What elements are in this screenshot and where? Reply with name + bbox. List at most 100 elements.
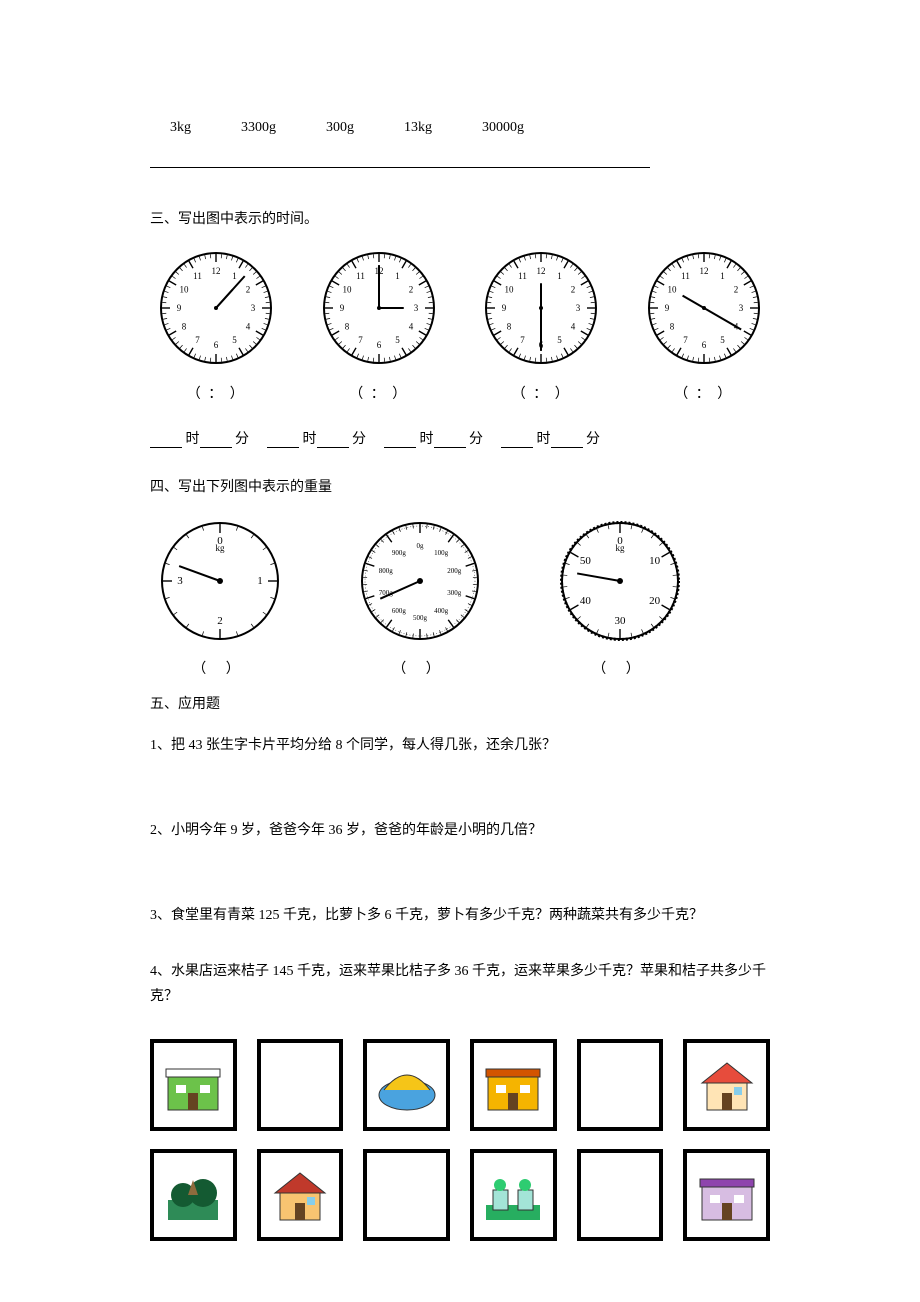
- svg-text:9: 9: [340, 303, 345, 313]
- svg-text:9: 9: [177, 303, 182, 313]
- svg-text:7: 7: [358, 335, 363, 345]
- building-box: [577, 1149, 664, 1241]
- svg-text:11: 11: [356, 271, 365, 281]
- svg-text:8: 8: [182, 322, 187, 332]
- svg-text:3: 3: [414, 303, 419, 313]
- time-blank-han: 时 分: [150, 428, 249, 448]
- svg-text:400g: 400g: [434, 607, 449, 615]
- svg-text:9: 9: [502, 303, 507, 313]
- section5-title: 五、应用题: [150, 693, 770, 713]
- building-box: [470, 1149, 557, 1241]
- section4-title: 四、写出下列图中表示的重量: [150, 476, 770, 496]
- weight-item: 13kg: [404, 120, 432, 136]
- scale-blank: （ ）: [592, 658, 648, 678]
- time-blank-han: 时 分: [267, 428, 366, 448]
- svg-text:6: 6: [377, 340, 382, 350]
- svg-text:7: 7: [196, 335, 201, 345]
- svg-text:10: 10: [342, 285, 352, 295]
- clock-icon: 123456789101112: [481, 248, 601, 368]
- buildings-row-1: [150, 1039, 770, 1131]
- section3-title: 三、写出图中表示的时间。: [150, 208, 770, 228]
- svg-text:4: 4: [571, 322, 576, 332]
- svg-text:2: 2: [246, 285, 251, 295]
- question: 4、水果店运来桔子 145 千克，运来苹果比桔子多 36 千克，运来苹果多少千克…: [150, 959, 770, 1009]
- svg-text:5: 5: [233, 335, 238, 345]
- svg-text:7: 7: [683, 335, 688, 345]
- svg-text:1: 1: [233, 271, 238, 281]
- svg-text:kg: kg: [616, 543, 626, 553]
- svg-text:10: 10: [180, 285, 190, 295]
- building-box: [363, 1149, 450, 1241]
- svg-text:5: 5: [558, 335, 563, 345]
- building-box: [150, 1039, 237, 1131]
- scale-blank: （ ）: [392, 658, 448, 678]
- svg-text:1: 1: [395, 271, 400, 281]
- svg-text:5: 5: [720, 335, 725, 345]
- time-blank-digital: （ ： ）: [674, 383, 733, 403]
- svg-text:50: 50: [580, 555, 592, 567]
- svg-text:7: 7: [521, 335, 526, 345]
- svg-text:8: 8: [344, 322, 349, 332]
- scale-col: 01020304050kg （ ）: [550, 516, 690, 678]
- svg-text:4: 4: [409, 322, 414, 332]
- scale-icon: 0g100g200g300g400g500g600g700g800g900g: [355, 516, 485, 646]
- answer-line: [150, 166, 650, 168]
- time-blank-digital: （ ： ）: [187, 383, 246, 403]
- building-box: [150, 1149, 237, 1241]
- svg-text:2: 2: [409, 285, 414, 295]
- svg-text:5: 5: [395, 335, 400, 345]
- clock-icon: 123456789101112: [319, 248, 439, 368]
- weight-item: 3kg: [170, 120, 191, 136]
- scale-icon: 0123kg: [155, 516, 285, 646]
- svg-text:3: 3: [251, 303, 256, 313]
- svg-text:12: 12: [212, 266, 221, 276]
- svg-text:3: 3: [177, 575, 183, 587]
- weight-item: 3300g: [241, 120, 276, 136]
- clocks-row: 123456789101112 （ ： ） 123456789101112 （ …: [150, 248, 770, 408]
- svg-text:900g: 900g: [392, 549, 407, 557]
- svg-text:0g: 0g: [417, 542, 425, 550]
- building-box: [577, 1039, 664, 1131]
- svg-text:kg: kg: [216, 543, 226, 553]
- svg-text:12: 12: [537, 266, 546, 276]
- svg-text:1: 1: [720, 271, 725, 281]
- svg-text:11: 11: [518, 271, 527, 281]
- svg-text:8: 8: [669, 322, 674, 332]
- scale-col: 0123kg （ ）: [150, 516, 290, 678]
- clock-col: 123456789101112 （ ： ）: [313, 248, 446, 408]
- svg-text:6: 6: [214, 340, 219, 350]
- svg-text:2: 2: [571, 285, 576, 295]
- svg-text:100g: 100g: [434, 549, 449, 557]
- svg-text:10: 10: [649, 555, 661, 567]
- svg-text:4: 4: [246, 322, 251, 332]
- svg-text:2: 2: [217, 615, 223, 627]
- time-blank-han: 时 分: [501, 428, 600, 448]
- svg-text:11: 11: [681, 271, 690, 281]
- time-han-row: 时 分 时 分 时 分 时 分: [150, 428, 770, 448]
- weight-item: 30000g: [482, 120, 524, 136]
- svg-text:8: 8: [507, 322, 512, 332]
- weights-row: 3kg 3300g 300g 13kg 30000g: [150, 120, 770, 136]
- svg-text:300g: 300g: [447, 589, 462, 597]
- building-box: [363, 1039, 450, 1131]
- svg-text:600g: 600g: [392, 607, 407, 615]
- svg-text:11: 11: [193, 271, 202, 281]
- svg-text:800g: 800g: [379, 567, 394, 575]
- svg-text:9: 9: [665, 303, 670, 313]
- clock-icon: 123456789101112: [644, 248, 764, 368]
- svg-text:6: 6: [702, 340, 707, 350]
- clock-col: 123456789101112 （ ： ）: [475, 248, 608, 408]
- svg-text:2: 2: [734, 285, 739, 295]
- building-box: [257, 1149, 344, 1241]
- scales-row: 0123kg （ ） 0g100g200g300g400g500g600g700…: [150, 516, 770, 678]
- svg-text:12: 12: [699, 266, 708, 276]
- svg-text:20: 20: [649, 595, 661, 607]
- svg-text:200g: 200g: [447, 567, 462, 575]
- clock-icon: 123456789101112: [156, 248, 276, 368]
- weight-item: 300g: [326, 120, 354, 136]
- scale-blank: （ ）: [192, 658, 248, 678]
- building-box: [683, 1149, 770, 1241]
- scale-col: 0g100g200g300g400g500g600g700g800g900g （…: [350, 516, 490, 678]
- building-box: [257, 1039, 344, 1131]
- svg-text:30: 30: [615, 615, 627, 627]
